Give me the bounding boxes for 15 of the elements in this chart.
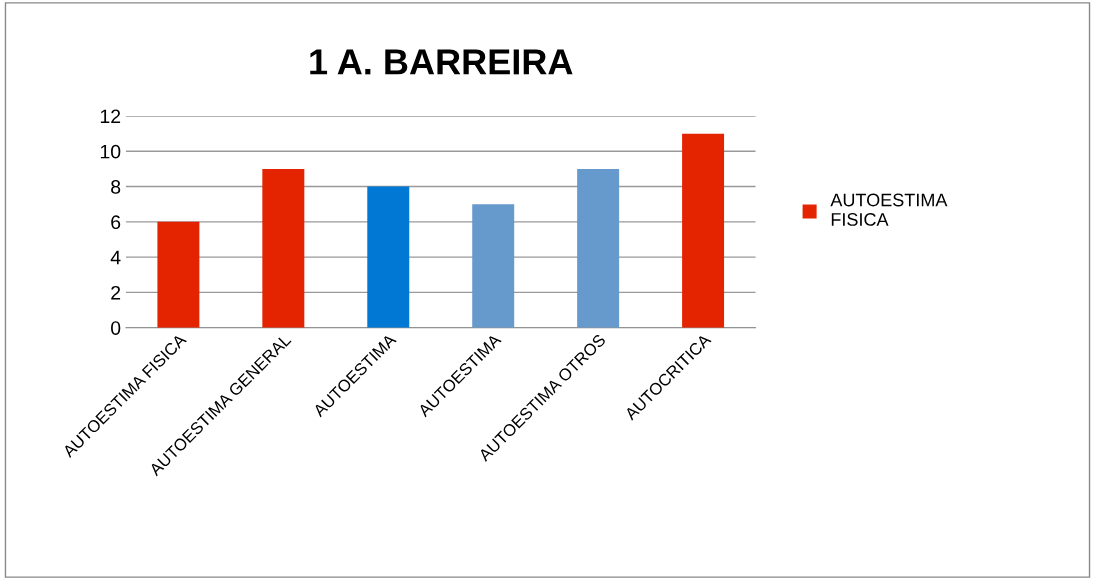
y-tick-label: 6 — [111, 215, 121, 230]
bar — [367, 186, 410, 328]
bar — [157, 221, 200, 328]
y-tick-label: 12 — [100, 109, 121, 124]
legend-label: AUTOESTIMA FISICA — [830, 193, 948, 226]
bar — [262, 168, 305, 328]
bar — [472, 204, 515, 328]
chart-title: 1 A. BARREIRA — [310, 49, 573, 75]
bar — [682, 133, 725, 328]
y-tick-label: 10 — [100, 144, 121, 159]
y-tick-label: 0 — [111, 321, 121, 335]
y-tick-label: 4 — [110, 250, 121, 265]
bar — [577, 168, 620, 328]
y-tick-label: 8 — [111, 180, 121, 194]
y-tick-label: 2 — [111, 285, 121, 300]
